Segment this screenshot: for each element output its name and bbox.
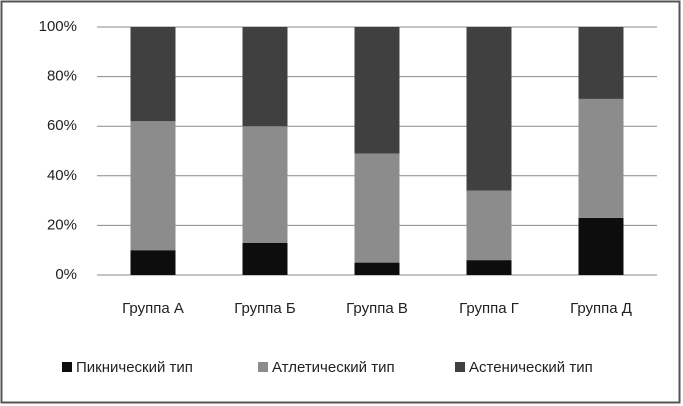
bar-segment — [578, 98, 624, 218]
x-tick-label: Группа Д — [570, 300, 632, 317]
y-tick-label: 100% — [39, 18, 77, 35]
legend-swatch — [258, 362, 268, 372]
bar-segment — [354, 153, 400, 263]
legend-label: Атлетический тип — [272, 359, 395, 376]
bar-segment — [130, 121, 176, 251]
x-tick-label: Группа Г — [459, 300, 519, 317]
bar-segment — [466, 190, 512, 261]
x-tick-label: Группа В — [346, 300, 408, 317]
bar-segment — [578, 217, 624, 275]
y-tick-label: 40% — [47, 167, 77, 184]
bar-segment — [242, 126, 288, 243]
bar-segment — [354, 27, 400, 154]
legend-swatch — [455, 362, 465, 372]
legend-label: Астенический тип — [469, 359, 593, 376]
bar-segment — [130, 27, 176, 122]
y-tick-label: 80% — [47, 68, 77, 85]
bar-segment — [242, 27, 288, 127]
bar-segment — [466, 260, 512, 275]
legend-swatch — [62, 362, 72, 372]
bar-segment — [466, 27, 512, 191]
bar-segment — [578, 27, 624, 99]
bar-segment — [130, 250, 176, 275]
legend-label: Пикнический тип — [76, 359, 193, 376]
x-tick-label: Группа А — [122, 300, 184, 317]
bar-segment — [354, 262, 400, 275]
y-tick-label: 0% — [55, 266, 77, 283]
y-tick-label: 20% — [47, 216, 77, 233]
bar-segment — [242, 242, 288, 275]
x-tick-label: Группа Б — [234, 300, 296, 317]
y-tick-label: 60% — [47, 117, 77, 134]
